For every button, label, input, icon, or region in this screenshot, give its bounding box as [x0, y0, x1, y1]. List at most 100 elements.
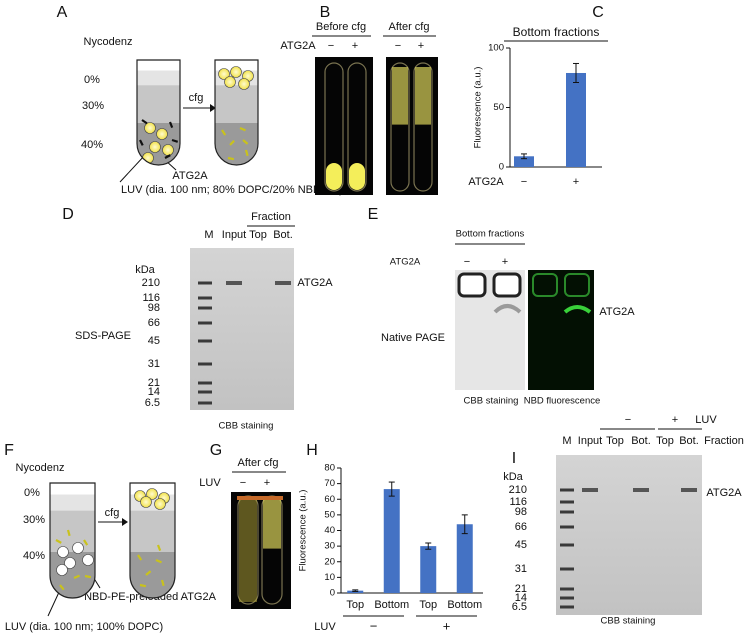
sign: −: [625, 414, 631, 426]
vesicle: [72, 542, 84, 554]
protein: [156, 544, 162, 551]
lane-label: Top: [606, 435, 624, 447]
bar: [383, 489, 400, 593]
vesicle: [82, 554, 94, 566]
layer: 40%: [23, 550, 45, 562]
marker-band: [560, 587, 574, 591]
tube-outline: [214, 59, 259, 166]
marker-band: [198, 306, 212, 310]
vesicle: [144, 122, 156, 134]
pointer: [119, 154, 146, 183]
method: SDS-PAGE: [75, 330, 131, 342]
tube: [215, 60, 258, 165]
x-tick-label: Bottom: [374, 599, 409, 611]
y-tick-label: 40: [324, 525, 335, 536]
pointer: [47, 589, 61, 617]
lane-label: Bot.: [631, 435, 651, 447]
protein: [160, 579, 165, 587]
vesicle: [230, 66, 242, 78]
sign: +: [672, 414, 678, 426]
fluor: [392, 67, 408, 125]
condition: Before cfg: [316, 21, 366, 33]
vesicle: [56, 564, 68, 576]
x-tick-label: Top: [419, 599, 437, 611]
lane-label: M: [562, 435, 571, 447]
well: [564, 273, 590, 297]
y-tick-label: 30: [324, 541, 335, 552]
marker-band: [560, 605, 574, 609]
panel-label: E: [368, 206, 379, 223]
protein: [137, 554, 143, 561]
y-tick-label: 0: [330, 588, 335, 599]
marker-label: 98: [148, 302, 160, 314]
panel-label: H: [306, 442, 318, 459]
condition: After cfg: [389, 21, 430, 33]
fluor: [263, 500, 281, 549]
tube-photo: [390, 62, 410, 192]
marker-label: 210: [142, 277, 160, 289]
protein: [55, 539, 62, 544]
marker-label: 116: [142, 292, 160, 304]
protein: [141, 119, 148, 125]
band: [582, 488, 598, 492]
marker-label: 6.5: [145, 397, 160, 409]
band: [493, 304, 522, 314]
tube-outline: [129, 482, 176, 599]
vesicle: [154, 498, 166, 510]
well: [492, 272, 522, 298]
marker-label: 31: [148, 358, 160, 370]
panel-label: A: [57, 4, 68, 21]
gel: [190, 248, 294, 410]
step: cfg: [105, 507, 120, 519]
marker-band: [560, 488, 574, 492]
error-bar: [425, 542, 432, 550]
stain: CBB staining: [601, 616, 656, 627]
layer: 0%: [84, 74, 100, 86]
layer: [215, 85, 258, 123]
vesicle: [140, 496, 152, 508]
protein: [73, 574, 80, 580]
rim: [237, 496, 283, 500]
x-tick-label: −: [521, 176, 527, 188]
protein: [139, 139, 144, 146]
y-tick-label: 0: [499, 162, 504, 173]
marker-band: [198, 381, 212, 385]
y-axis-label: Fluorescence (a.u.): [298, 490, 309, 572]
y-tick-label: 80: [324, 463, 335, 474]
band: [633, 488, 649, 492]
band-label: ATG2A: [706, 487, 742, 499]
layer: [50, 494, 95, 511]
layer: 0%: [24, 487, 40, 499]
caption: LUV (dia. 100 nm; 100% DOPC): [5, 621, 163, 633]
lane-label: M: [204, 229, 213, 241]
vesicle: [156, 128, 168, 140]
vesicle: [162, 144, 174, 156]
lane-label: Top: [249, 229, 267, 241]
panel-label: F: [4, 442, 14, 459]
layer: [50, 510, 95, 552]
fluor: [239, 500, 257, 602]
lane-group: Fraction: [704, 435, 744, 447]
error-bar: [521, 153, 527, 160]
sign: −: [240, 477, 246, 489]
tube: [137, 60, 180, 165]
row-label: ATG2A: [390, 257, 421, 268]
vesicle: [238, 78, 250, 90]
protein: [83, 539, 89, 546]
y-axis-label: Fluorescence (a.u.): [473, 67, 484, 149]
layer: 30%: [82, 100, 104, 112]
marker-label: 21: [148, 377, 160, 389]
band-label: ATG2A: [297, 277, 333, 289]
arrow-head: [210, 104, 216, 112]
marker-band: [560, 596, 574, 600]
vesicle: [57, 546, 69, 558]
marker-band: [198, 362, 212, 366]
tube: [50, 483, 95, 598]
x-tick-label: Top: [346, 599, 364, 611]
band-label: ATG2A: [599, 306, 635, 318]
lane-label: Bot.: [679, 435, 699, 447]
gel: [528, 270, 594, 390]
panel-label: B: [320, 4, 331, 21]
step: cfg: [189, 92, 204, 104]
marker-label: 6.5: [512, 601, 527, 613]
